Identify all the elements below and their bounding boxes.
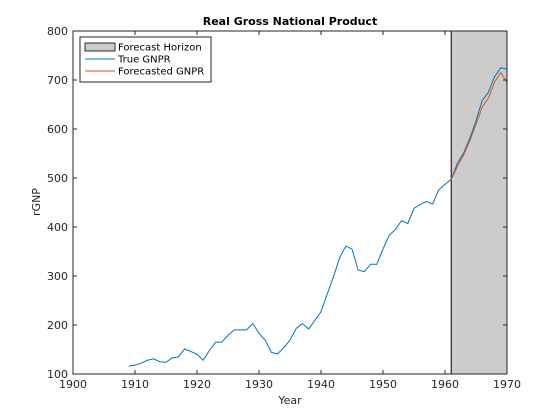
legend-swatch-forecast-horizon xyxy=(84,42,116,52)
legend-label: Forecasted GNPR xyxy=(118,67,204,78)
plot-area: 1900 1910 1920 1930 1940 1950 1960 1970 100 200 30… xyxy=(47,25,521,391)
forecast-horizon-band xyxy=(450,30,508,375)
x-tick-label: 1900 xyxy=(59,378,87,391)
y-tick-label: 400 xyxy=(47,221,68,234)
y-tick-label: 100 xyxy=(47,368,68,381)
series-line-forecasted-gnpr xyxy=(450,71,508,180)
y-tick-label: 500 xyxy=(47,172,68,185)
y-tick-label: 800 xyxy=(47,25,68,38)
y-tick-label: 700 xyxy=(47,74,68,87)
x-tick-label: 1930 xyxy=(245,378,273,391)
legend-label: True GNPR xyxy=(117,55,171,66)
y-axis-title: rGNP xyxy=(30,188,43,216)
y-tick-label: 600 xyxy=(47,123,68,136)
axes-background xyxy=(73,31,507,374)
x-tick-label: 1950 xyxy=(369,378,397,391)
y-tick-label: 200 xyxy=(47,319,68,332)
legend-label: Forecast Horizon xyxy=(118,43,202,54)
series-line-true-gnpr xyxy=(128,67,508,367)
x-tick-label: 1960 xyxy=(431,378,459,391)
x-axis-title: Year xyxy=(277,394,302,407)
x-tick-label: 1940 xyxy=(307,378,335,391)
chart-title: Real Gross National Product xyxy=(203,15,378,28)
axes-box xyxy=(72,30,508,375)
x-tick-label: 1920 xyxy=(183,378,211,391)
y-tick-label: 300 xyxy=(47,270,68,283)
x-tick-label: 1910 xyxy=(121,378,149,391)
x-tick-label: 1970 xyxy=(493,378,521,391)
